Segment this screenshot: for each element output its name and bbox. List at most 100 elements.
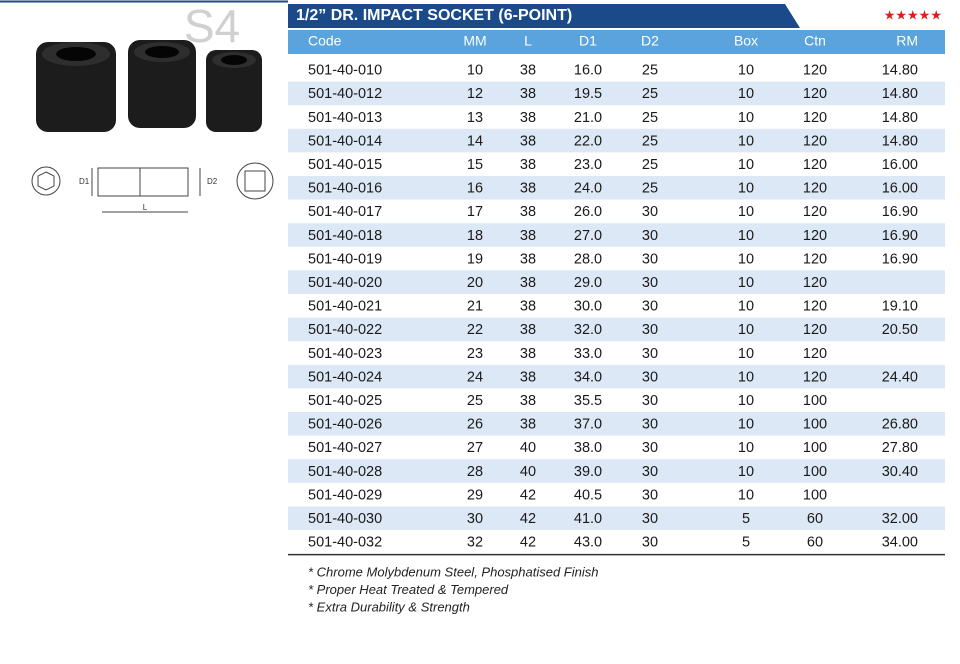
- cell: 25: [642, 110, 658, 126]
- cell: 38: [520, 133, 536, 149]
- cell: 30: [642, 393, 658, 409]
- cell: 10: [738, 86, 754, 102]
- cell: 5: [742, 511, 750, 527]
- cell: 25: [642, 181, 658, 197]
- cell: 120: [803, 204, 827, 220]
- cell: 10: [738, 322, 754, 338]
- cell: 10: [738, 393, 754, 409]
- cell: 10: [738, 181, 754, 197]
- cell: 16.0: [574, 63, 602, 79]
- cell: 27.0: [574, 228, 602, 244]
- cell: 27: [467, 440, 483, 456]
- cell: 10: [738, 133, 754, 149]
- cell: 21.0: [574, 110, 602, 126]
- watermark: S4: [184, 0, 240, 52]
- cell: 14.80: [882, 133, 918, 149]
- cell: 10: [738, 157, 754, 173]
- cell: 501-40-018: [308, 228, 382, 244]
- cell: 24.40: [882, 369, 918, 385]
- cell: 23: [467, 346, 483, 362]
- cell: 120: [803, 110, 827, 126]
- cell: 501-40-020: [308, 275, 382, 291]
- cell: 25: [642, 86, 658, 102]
- cell: 41.0: [574, 511, 602, 527]
- cell: 38: [520, 86, 536, 102]
- cell: 501-40-014: [308, 133, 382, 149]
- cell: 19.10: [882, 299, 918, 315]
- cell: 32: [467, 535, 483, 551]
- cell: 100: [803, 464, 827, 480]
- cell: 120: [803, 322, 827, 338]
- cell: 120: [803, 181, 827, 197]
- table: Code MM L D1 D2 Box Ctn RM 501-40-010 10 38 16.0 25 1…: [288, 33, 945, 614]
- row-band: [288, 459, 945, 483]
- row-band: [288, 128, 945, 153]
- cell: 501-40-023: [308, 346, 382, 362]
- cell: 35.5: [574, 393, 602, 409]
- cell: 38: [520, 299, 536, 315]
- cell: 24.0: [574, 181, 602, 197]
- column-header: L: [524, 33, 532, 49]
- cell: 26: [467, 417, 483, 433]
- cell: 16.90: [882, 228, 918, 244]
- cell: 501-40-032: [308, 535, 382, 551]
- diagram-label: D1: [79, 177, 90, 186]
- socket-photos: [36, 40, 262, 132]
- cell: 38: [520, 322, 536, 338]
- cell: 32.0: [574, 322, 602, 338]
- cell: 30: [642, 417, 658, 433]
- cell: 40: [520, 464, 536, 480]
- column-header: D1: [579, 33, 597, 49]
- cell: 40: [520, 440, 536, 456]
- cell: 120: [803, 157, 827, 173]
- rating: ★★★★★: [884, 7, 942, 22]
- cell: 10: [738, 417, 754, 433]
- cell: 501-40-017: [308, 204, 382, 220]
- cell: 32.00: [882, 511, 918, 527]
- cell: 30: [642, 487, 658, 503]
- row-band: [288, 506, 945, 530]
- cell: 30.40: [882, 464, 918, 480]
- cell: 30: [642, 228, 658, 244]
- cell: 16: [467, 181, 483, 197]
- cell: 38: [520, 228, 536, 244]
- cell: 501-40-021: [308, 299, 382, 315]
- column-header: D2: [641, 33, 659, 49]
- cell: 21: [467, 299, 483, 315]
- cell: 100: [803, 417, 827, 433]
- cell: 120: [803, 86, 827, 102]
- cell: 16.00: [882, 181, 918, 197]
- cell: 501-40-012: [308, 86, 382, 102]
- cell: 10: [738, 204, 754, 220]
- cell: 42: [520, 535, 536, 551]
- cell: 60: [807, 511, 823, 527]
- row-band: [288, 317, 945, 342]
- cell: 28.0: [574, 251, 602, 267]
- cell: 10: [738, 275, 754, 291]
- title: 1/2” DR. IMPACT SOCKET (6-POINT): [296, 7, 572, 24]
- cell: 22: [467, 322, 483, 338]
- note: * Chrome Molybdenum Steel, Phosphatised …: [308, 564, 598, 579]
- cell: 38: [520, 417, 536, 433]
- cell: 30: [642, 369, 658, 385]
- diagram-label: D2: [207, 177, 218, 186]
- cell: 501-40-025: [308, 393, 382, 409]
- header-row: [288, 30, 945, 54]
- cell: 38: [520, 157, 536, 173]
- cell: 23.0: [574, 157, 602, 173]
- cell: 29.0: [574, 275, 602, 291]
- cell: 120: [803, 299, 827, 315]
- cell: 42: [520, 487, 536, 503]
- cell: 19: [467, 251, 483, 267]
- cell: 12: [467, 86, 483, 102]
- cell: 30: [467, 511, 483, 527]
- cell: 25: [642, 133, 658, 149]
- cell: 40.5: [574, 487, 602, 503]
- cell: 501-40-013: [308, 110, 382, 126]
- cell: 10: [738, 369, 754, 385]
- cell: 100: [803, 393, 827, 409]
- cell: 25: [642, 157, 658, 173]
- cell: 38: [520, 181, 536, 197]
- cell: 10: [738, 63, 754, 79]
